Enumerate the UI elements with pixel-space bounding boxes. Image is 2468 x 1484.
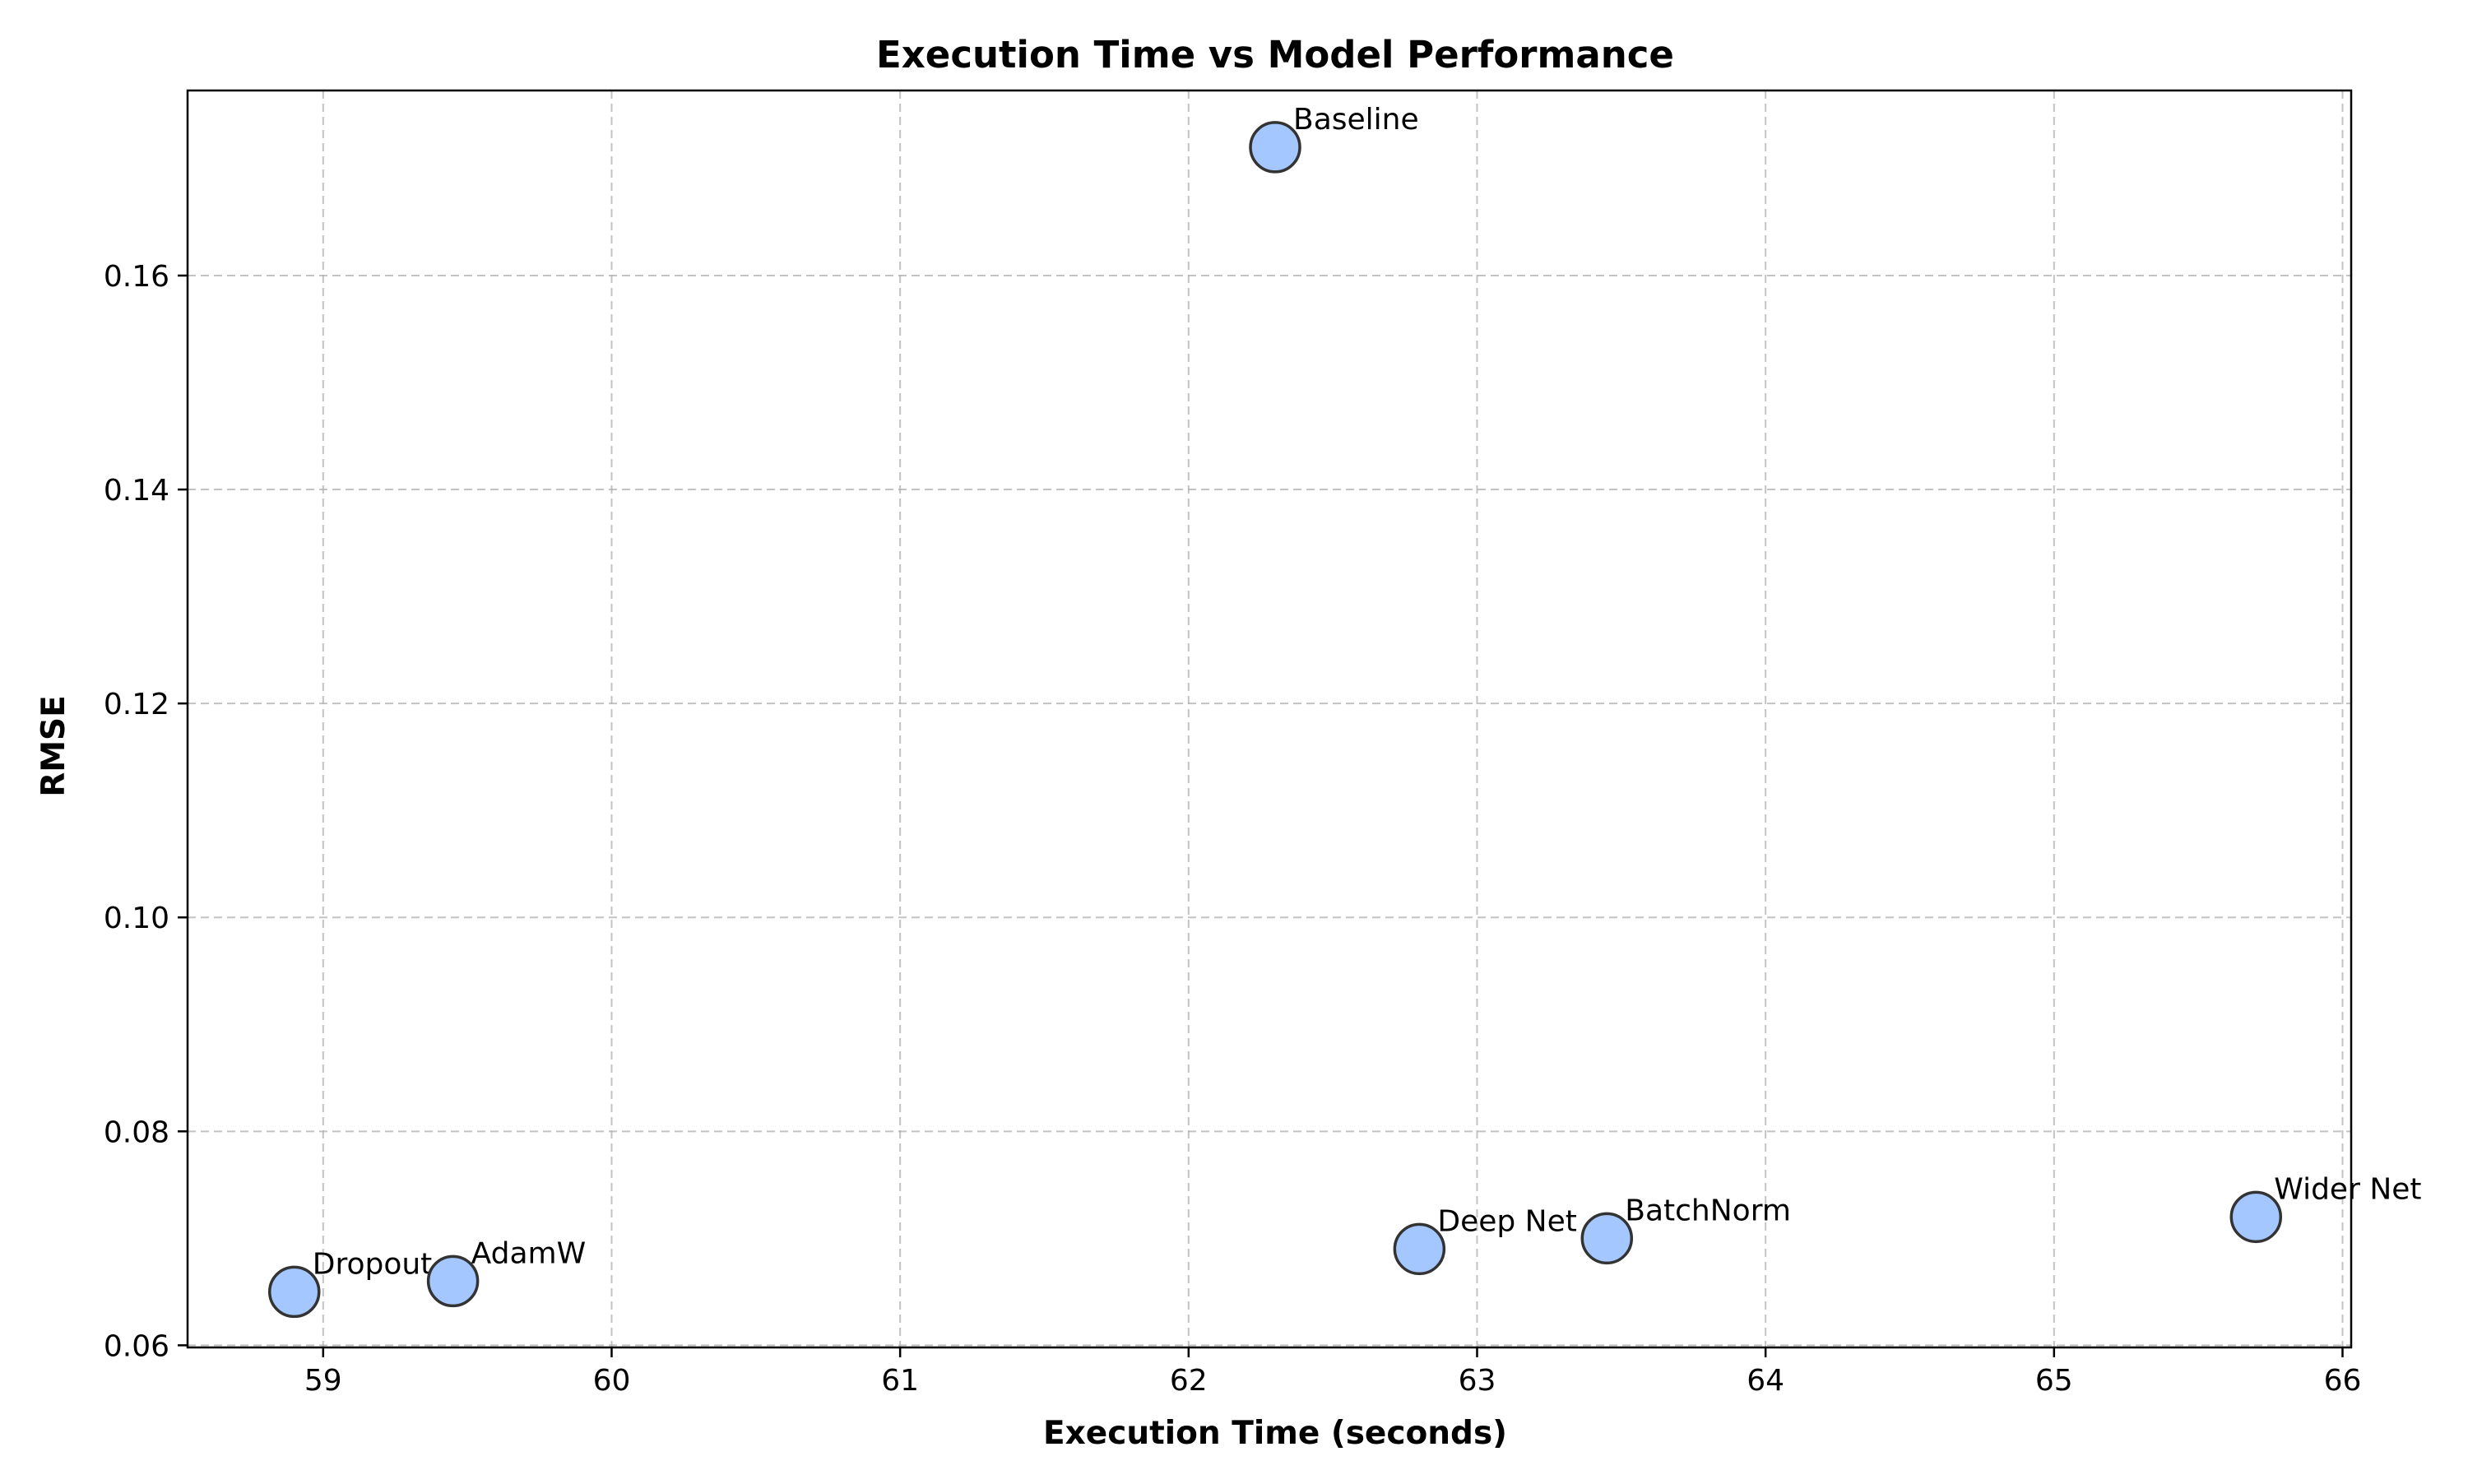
y-tick-label: 0.16: [104, 260, 169, 294]
point-label: Baseline: [1293, 103, 1419, 137]
scatter-point: [2229, 1190, 2283, 1244]
y-axis-label: RMSE: [35, 695, 72, 797]
scatter-point: [1393, 1222, 1446, 1276]
chart-title: Execution Time vs Model Performance: [876, 33, 1674, 77]
x-tick-label: 62: [1170, 1364, 1208, 1398]
x-tick-label: 61: [881, 1364, 919, 1398]
y-tick-label: 0.08: [104, 1115, 169, 1149]
scatter-point: [1249, 121, 1301, 174]
y-axis: 0.06 0.08 0.10 0.12 0.14 0.16: [104, 260, 188, 1363]
x-tick-label: 66: [2324, 1364, 2362, 1398]
x-tick-label: 63: [1459, 1364, 1496, 1398]
point-label: Wider Net: [2274, 1172, 2421, 1206]
y-tick-label: 0.10: [104, 902, 169, 935]
scatter-point: [426, 1254, 480, 1308]
point-label: Dropout: [313, 1247, 433, 1281]
y-tick-label: 0.14: [104, 474, 169, 508]
point-label: AdamW: [471, 1236, 587, 1270]
scatter-point: [1580, 1212, 1634, 1265]
point-label: Deep Net: [1437, 1204, 1577, 1238]
x-tick-label: 65: [2035, 1364, 2073, 1398]
x-tick-label: 59: [304, 1364, 342, 1398]
x-axis-label: Execution Time (seconds): [1043, 1415, 1507, 1452]
plot-area: [186, 89, 2353, 1349]
data-points: Baseline Dropout AdamW Deep Net BatchNorm Wid…: [267, 103, 2422, 1319]
y-tick-label: 0.12: [104, 688, 169, 721]
grid: [188, 90, 2351, 1347]
x-tick-label: 64: [1747, 1364, 1784, 1398]
x-tick-label: 60: [593, 1364, 631, 1398]
x-axis: 59 60 61 62 63 64 65 66: [304, 1347, 2361, 1398]
y-tick-label: 0.06: [104, 1329, 169, 1363]
point-label: BatchNorm: [1625, 1194, 1791, 1227]
scatter-point: [267, 1265, 321, 1319]
